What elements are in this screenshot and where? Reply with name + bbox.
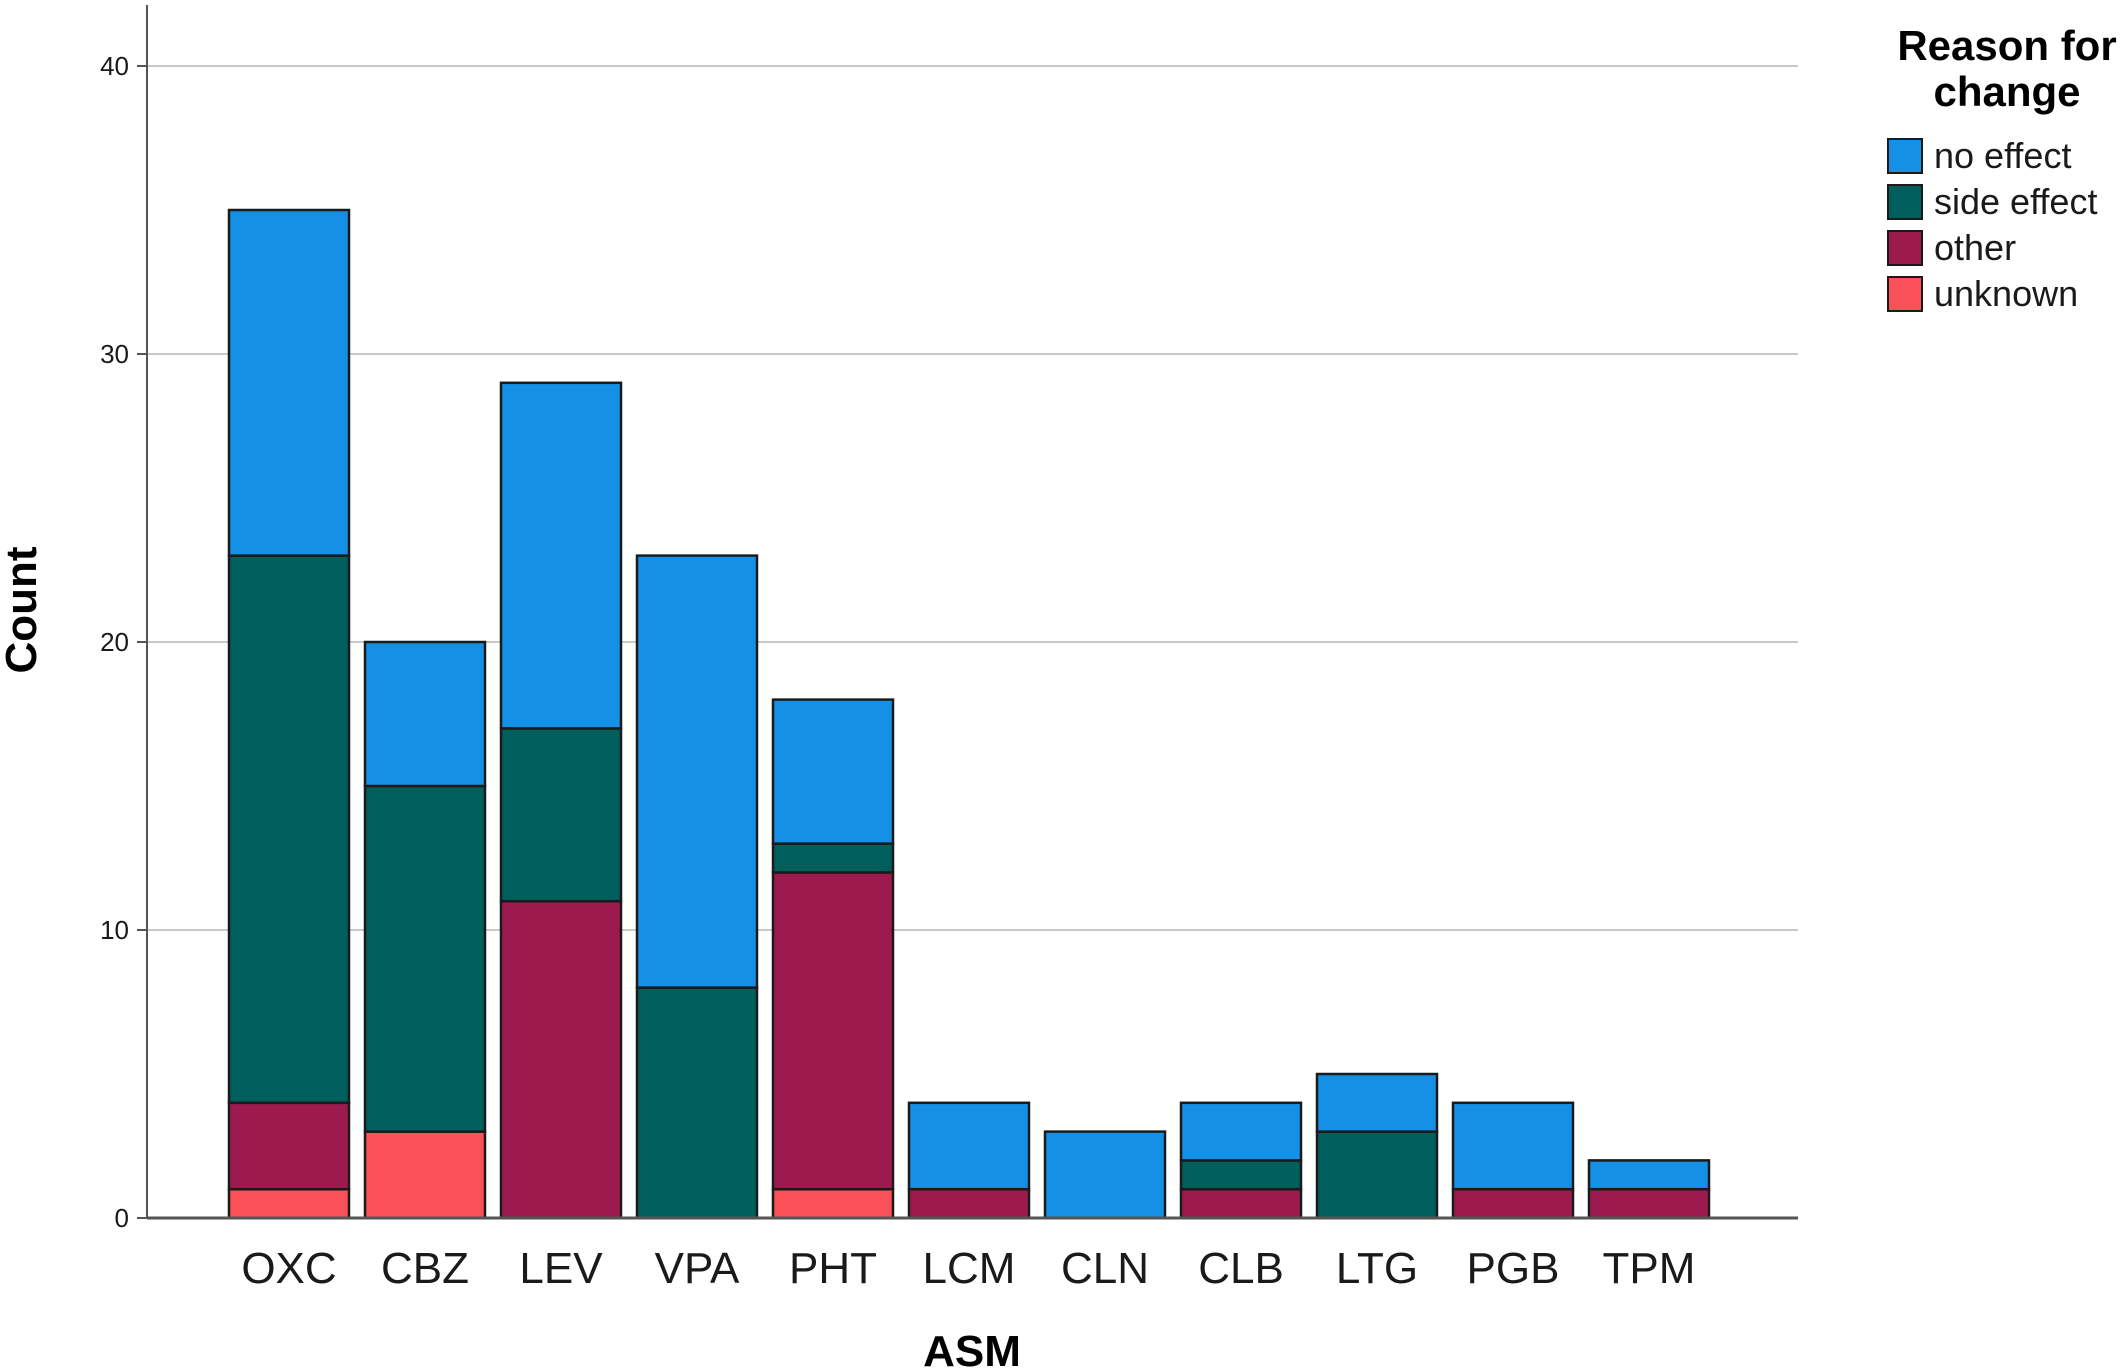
- bar-segment-vpa-side-effect: [635, 986, 759, 1220]
- legend-swatch-side-effect: [1887, 184, 1923, 220]
- bar-segment-oxc-no-effect: [227, 208, 351, 557]
- bar-segment-cln-no-effect: [1043, 1130, 1167, 1220]
- bar-segment-tpm-other: [1587, 1187, 1711, 1220]
- bar-segment-clb-side-effect: [1179, 1159, 1303, 1191]
- x-tick-label-lcm: LCM: [923, 1244, 1016, 1293]
- y-tick-labels: 0 10 20 30 40: [100, 51, 147, 1233]
- x-tick-label-oxc: OXC: [241, 1244, 336, 1293]
- bar-segment-cbz-unknown: [363, 1130, 487, 1220]
- legend-swatch-unknown: [1887, 276, 1923, 312]
- x-tick-labels: OXC CBZ LEV VPA PHT LCM CLN CLB LTG PGB TPM: [241, 1244, 1695, 1293]
- y-tick-label: 10: [100, 915, 129, 945]
- y-axis-title: Count: [0, 546, 46, 673]
- x-tick-label-pgb: PGB: [1467, 1244, 1560, 1293]
- legend-label-unknown: unknown: [1934, 273, 2078, 314]
- bar-segment-clb-no-effect: [1179, 1101, 1303, 1162]
- y-tick-label: 40: [100, 51, 129, 81]
- legend-items: no effect side effect other unknown: [1887, 135, 2097, 314]
- x-tick-label-clb: CLB: [1198, 1244, 1284, 1293]
- bar-segment-oxc-other: [227, 1101, 351, 1191]
- bars: [227, 208, 1711, 1220]
- bar-segment-pgb-other: [1451, 1187, 1575, 1220]
- legend-swatch-other: [1887, 230, 1923, 266]
- x-tick-label-tpm: TPM: [1603, 1244, 1696, 1293]
- bar-segment-lev-other: [499, 899, 623, 1220]
- bar-segment-pht-unknown: [771, 1187, 895, 1220]
- bar-segment-lcm-no-effect: [907, 1101, 1031, 1191]
- bar-segment-clb-other: [1179, 1187, 1303, 1220]
- legend-label-no-effect: no effect: [1934, 135, 2071, 176]
- bar-segment-pht-other: [771, 871, 895, 1191]
- y-tick-label: 30: [100, 339, 129, 369]
- bar-segment-oxc-unknown: [227, 1187, 351, 1220]
- bar-segment-cbz-no-effect: [363, 640, 487, 788]
- bar-segment-lcm-other: [907, 1187, 1031, 1220]
- legend-swatch-no-effect: [1887, 138, 1923, 174]
- x-tick-label-lev: LEV: [519, 1244, 603, 1293]
- bar-segment-ltg-side-effect: [1315, 1130, 1439, 1220]
- bar-segment-ltg-no-effect: [1315, 1072, 1439, 1133]
- x-tick-label-cbz: CBZ: [381, 1244, 469, 1293]
- legend-title-line-2: change: [1933, 68, 2080, 115]
- x-axis-title: ASM: [923, 1327, 1021, 1372]
- bar-segment-pgb-no-effect: [1451, 1101, 1575, 1191]
- x-tick-label-pht: PHT: [789, 1244, 877, 1293]
- x-tick-label-cln: CLN: [1061, 1244, 1149, 1293]
- legend: Reason for change no effect side effect ot…: [1887, 22, 2117, 314]
- legend-label-side-effect: side effect: [1934, 181, 2097, 222]
- bar-segment-cbz-side-effect: [363, 784, 487, 1133]
- bar-segment-lev-no-effect: [499, 381, 623, 730]
- bar-segment-pht-no-effect: [771, 698, 895, 845]
- bar-segment-pht-side-effect: [771, 842, 895, 874]
- y-tick-label: 20: [100, 627, 129, 657]
- axes: [146, 5, 1798, 1220]
- x-tick-label-vpa: VPA: [655, 1244, 740, 1293]
- bar-segment-oxc-side-effect: [227, 554, 351, 1105]
- bar-segment-tpm-no-effect: [1587, 1159, 1711, 1191]
- x-tick-label-ltg: LTG: [1336, 1244, 1418, 1293]
- legend-label-other: other: [1934, 227, 2016, 268]
- bar-segment-vpa-no-effect: [635, 554, 759, 989]
- bar-segment-lev-side-effect: [499, 727, 623, 903]
- legend-title-line-1: Reason for: [1897, 22, 2116, 69]
- y-tick-label: 0: [115, 1203, 129, 1233]
